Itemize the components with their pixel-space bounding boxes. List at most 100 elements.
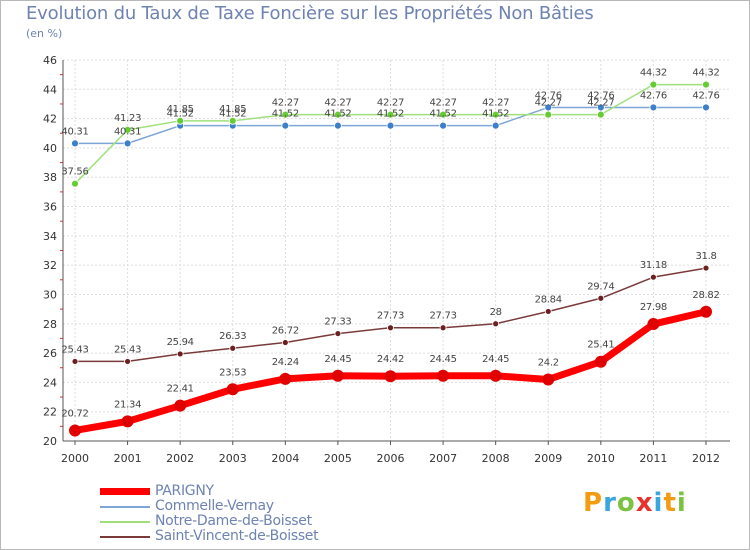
data-label: 41.52: [377, 109, 404, 120]
axes: 20 22 24 26 28 30 32 34 36 38 40 42 44 46 2000 2001 2002…: [43, 54, 730, 465]
data-label: 41.85: [219, 104, 246, 115]
data-label: 42.27: [377, 98, 404, 109]
legend-swatch: [100, 521, 150, 523]
data-point: [386, 121, 395, 130]
data-label: 28.84: [535, 294, 562, 305]
data-label: 42.76: [587, 90, 614, 101]
data-point: [387, 324, 394, 332]
unit-label: (en %): [26, 27, 63, 40]
x-tick-label: 2012: [692, 452, 720, 465]
data-point: [71, 179, 79, 188]
data-point: [437, 369, 450, 382]
data-point: [71, 139, 79, 148]
data-label: 27.73: [430, 311, 457, 322]
data-point: [597, 294, 605, 302]
y-tick-label: 40: [43, 142, 57, 155]
data-point: [123, 139, 132, 148]
data-label: 41.52: [167, 109, 194, 120]
data-label: 22.41: [167, 384, 194, 395]
data-label: 44.32: [692, 68, 719, 79]
data-label: 41.52: [219, 109, 246, 120]
data-label: 26.72: [272, 326, 299, 337]
data-label: 41.85: [167, 104, 194, 115]
data-point: [124, 358, 131, 365]
x-tick-label: 2001: [114, 452, 142, 465]
data-point: [334, 110, 342, 119]
x-tick-label: 2011: [639, 452, 667, 465]
x-tick-label: 2002: [166, 452, 194, 465]
data-label: 41.23: [114, 113, 141, 124]
logo-letter: o: [616, 488, 636, 518]
y-tick-label: 32: [43, 259, 57, 272]
data-point: [596, 110, 605, 119]
data-point: [384, 370, 397, 383]
data-label: 42.76: [692, 90, 719, 101]
data-point: [702, 103, 710, 112]
x-tick-label: 2003: [219, 452, 247, 465]
data-point: [439, 121, 447, 130]
data-point: [491, 121, 500, 130]
data-label: 24.45: [430, 354, 457, 365]
proxiti-logo: Proxiti: [583, 488, 687, 518]
data-label: 24.45: [324, 354, 351, 365]
logo-letter: i: [676, 488, 687, 518]
data-point: [176, 350, 184, 358]
logo-letter: P: [583, 488, 604, 518]
data-label: 41.52: [430, 109, 457, 120]
y-tick-label: 44: [43, 83, 57, 96]
y-tick-label: 36: [43, 201, 57, 214]
data-point: [649, 103, 658, 112]
data-label: 42.27: [587, 98, 614, 109]
data-point: [700, 305, 712, 318]
data-label: 41.52: [324, 109, 351, 120]
x-tick-label: 2008: [482, 452, 510, 465]
data-label: 41.52: [272, 109, 299, 120]
data-point: [121, 415, 134, 428]
data-point: [279, 372, 292, 385]
data-label: 20.72: [61, 408, 88, 419]
data-point: [71, 358, 79, 365]
y-tick-label: 24: [43, 376, 57, 389]
chart-title: Evolution du Taux de Taxe Foncière sur l…: [26, 3, 594, 24]
data-label: 42.27: [482, 98, 509, 109]
x-tick-label: 2000: [61, 452, 89, 465]
data-point: [229, 344, 237, 352]
data-point: [331, 369, 344, 382]
data-label: 28: [490, 307, 502, 318]
data-label: 42.76: [535, 90, 562, 101]
data-point: [439, 110, 447, 119]
x-tick-label: 2007: [429, 452, 457, 465]
data-point: [281, 339, 289, 346]
legend-swatch: [100, 488, 150, 495]
data-point: [650, 273, 657, 281]
data-point: [544, 110, 553, 119]
y-tick-label: 30: [43, 288, 57, 301]
x-tick-label: 2010: [587, 452, 615, 465]
data-label: 26.33: [219, 331, 246, 342]
data-point: [69, 424, 81, 437]
data-point: [491, 110, 500, 119]
x-tick-label: 2009: [534, 452, 562, 465]
data-label: 44.32: [640, 68, 667, 79]
data-point: [647, 318, 660, 331]
y-tick-label: 22: [43, 406, 57, 419]
y-tick-label: 26: [43, 347, 57, 360]
data-label: 42.27: [430, 98, 457, 109]
data-point: [702, 80, 710, 89]
data-label: 24.24: [272, 357, 299, 368]
data-label: 42.27: [535, 98, 562, 109]
logo-letter: x: [635, 488, 654, 518]
data-label: 24.45: [482, 354, 509, 365]
data-point: [226, 383, 239, 396]
data-point: [594, 355, 607, 368]
legend-label: Commelle-Vernay: [155, 498, 274, 514]
data-label: 25.41: [587, 340, 614, 351]
data-point: [489, 369, 502, 382]
data-point: [544, 308, 552, 315]
data-label: 27.73: [377, 311, 404, 322]
data-label: 42.76: [640, 90, 667, 101]
legend-swatch: [100, 536, 150, 538]
data-point: [334, 121, 342, 130]
data-label: 40.31: [61, 126, 88, 137]
